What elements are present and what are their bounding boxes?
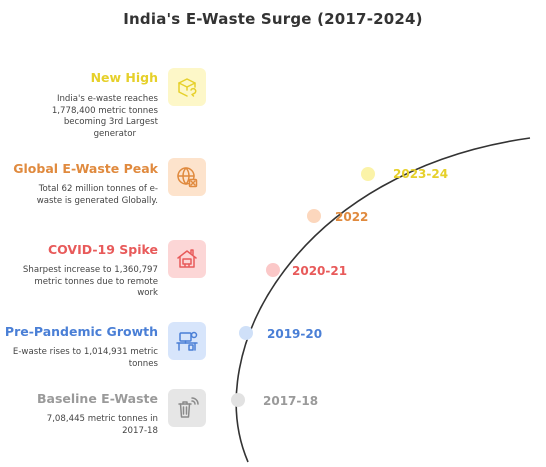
milestone-desc-covid-spike: Sharpest increase to 1,360,797 metric to… bbox=[23, 265, 158, 300]
diagram-title: India's E-Waste Surge (2017-2024) bbox=[123, 10, 423, 28]
trash-signal-icon bbox=[168, 389, 206, 427]
desc-line: work bbox=[137, 288, 158, 298]
year-label-2020-21: 2020-21 bbox=[292, 264, 348, 278]
year-label-2023-24: 2023-24 bbox=[393, 167, 449, 181]
year-label-2022: 2022 bbox=[335, 210, 369, 224]
milestone-desc-baseline: 7,08,445 metric tonnes in 2017-18 bbox=[47, 414, 158, 437]
milestone-desc-pre-pandemic: E-waste rises to 1,014,931 metric tonnes bbox=[13, 347, 158, 370]
milestone-heading-baseline: Baseline E-Waste bbox=[36, 391, 158, 406]
year-label-2017-18: 2017-18 bbox=[263, 394, 319, 408]
desc-line: 1,778,400 metric tonnes bbox=[51, 105, 158, 116]
desc-line: generator bbox=[93, 128, 136, 139]
desc-line: metric tonnes due to remote bbox=[34, 276, 158, 287]
timeline-dot-2020-21 bbox=[266, 263, 280, 277]
milestone-heading-covid-spike: COVID-19 Spike bbox=[47, 242, 158, 257]
desc-line: Total 62 million tonnes of e- bbox=[38, 184, 158, 194]
milestone-desc-global-peak: Total 62 million tonnes of e- waste is g… bbox=[37, 184, 158, 207]
recycle-box-icon bbox=[168, 68, 206, 106]
timeline-dot-2017-18 bbox=[231, 393, 245, 407]
globe-icon bbox=[168, 158, 206, 196]
milestone-desc-new-high: India's e-waste reaches 1,778,400 metric… bbox=[52, 94, 158, 140]
desc-line: becoming 3rd Largest bbox=[63, 117, 158, 127]
milestone-heading-global-peak: Global E-Waste Peak bbox=[13, 161, 158, 176]
desc-line: Sharpest increase to 1,360,797 bbox=[22, 265, 158, 275]
desc-line: 7,08,445 metric tonnes in bbox=[46, 414, 158, 424]
milestone-heading-new-high: New High bbox=[90, 70, 158, 85]
desc-line: 2017-18 bbox=[122, 425, 158, 436]
year-label-2019-20: 2019-20 bbox=[267, 327, 323, 341]
timeline-dot-2019-20 bbox=[239, 326, 253, 340]
desc-line: E-waste rises to 1,014,931 metric bbox=[12, 347, 158, 357]
milestone-heading-pre-pandemic: Pre-Pandemic Growth bbox=[4, 324, 158, 339]
desc-line: tonnes bbox=[128, 358, 158, 369]
timeline-dot-2023-24 bbox=[361, 167, 375, 181]
desk-computer-icon bbox=[168, 322, 206, 360]
desc-line: waste is generated Globally. bbox=[36, 195, 158, 206]
home-work-icon bbox=[168, 240, 206, 278]
timeline-dot-2022 bbox=[307, 209, 321, 223]
desc-line: India's e-waste reaches bbox=[56, 94, 158, 104]
